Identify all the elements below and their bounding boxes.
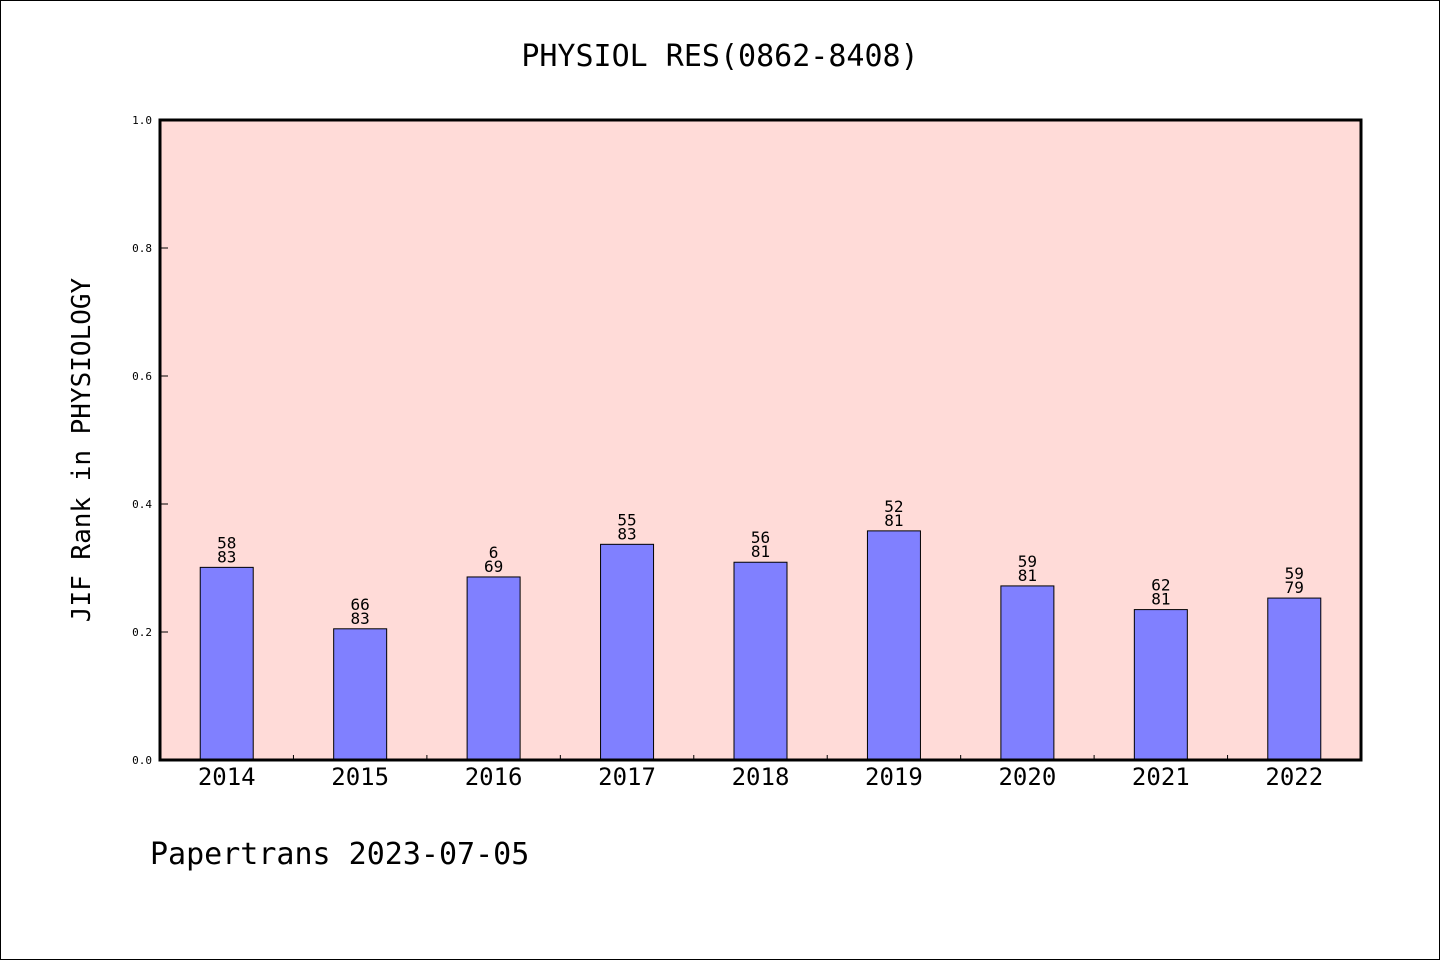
data-label-rank: 58 <box>217 533 236 552</box>
data-label-total: 83 <box>217 547 236 566</box>
data-label-total: 81 <box>751 542 770 561</box>
y-tick-label: 0.6 <box>132 370 152 383</box>
footer-credit: Papertrans 2023-07-05 <box>150 837 529 872</box>
x-tick-label: 2019 <box>865 763 923 791</box>
data-label-total: 83 <box>351 609 370 628</box>
y-axis-label: JIF Rank in PHYSIOLOGY <box>67 277 97 622</box>
data-label-rank: 56 <box>751 528 770 547</box>
data-label-total: 69 <box>484 557 503 576</box>
x-tick-label: 2014 <box>198 763 256 791</box>
y-tick-label: 0.8 <box>132 242 152 255</box>
data-label-total: 81 <box>1018 566 1037 585</box>
bar-2021 <box>1133 609 1188 761</box>
x-tick-label: 2018 <box>732 763 790 791</box>
y-tick-label: 1.0 <box>132 114 152 127</box>
x-tick-label: 2017 <box>598 763 656 791</box>
y-tick-label: 0.0 <box>132 754 152 767</box>
plot-border <box>158 118 1363 762</box>
chart-title: PHYSIOL RES(0862-8408) <box>521 39 918 74</box>
bar-2015 <box>333 628 388 761</box>
x-tick-label: 2015 <box>331 763 389 791</box>
bars-layer <box>199 530 1322 761</box>
y-tick-label: 0.4 <box>132 498 152 511</box>
data-label-rank: 59 <box>1018 552 1037 571</box>
data-label-rank: 55 <box>617 510 636 529</box>
bar-2019 <box>866 530 921 761</box>
x-tick-label: 2021 <box>1132 763 1190 791</box>
data-label-total: 83 <box>617 524 636 543</box>
bar-2018 <box>733 561 788 761</box>
data-label-rank: 52 <box>884 497 903 516</box>
x-tick-label: 2016 <box>465 763 523 791</box>
x-tick-label: 2020 <box>998 763 1056 791</box>
data-label-rank: 62 <box>1151 576 1170 595</box>
x-axis: 2014 2015 2016 2017 2018 2019 2020 2021 2022 <box>198 755 1323 791</box>
x-tick-label: 2022 <box>1265 763 1323 791</box>
data-label-rank: 59 <box>1285 564 1304 583</box>
data-label-total: 79 <box>1285 578 1304 597</box>
bar-2017 <box>600 543 655 761</box>
data-label-rank: 6 <box>489 543 499 562</box>
bar-2016 <box>466 576 521 761</box>
data-label-rank: 66 <box>351 595 370 614</box>
data-label-total: 81 <box>1151 590 1170 609</box>
bar-2020 <box>1000 585 1055 761</box>
bar-2014 <box>199 566 254 761</box>
bar-2022 <box>1267 597 1322 761</box>
y-tick-label: 0.2 <box>132 626 152 639</box>
data-label-total: 81 <box>884 511 903 530</box>
